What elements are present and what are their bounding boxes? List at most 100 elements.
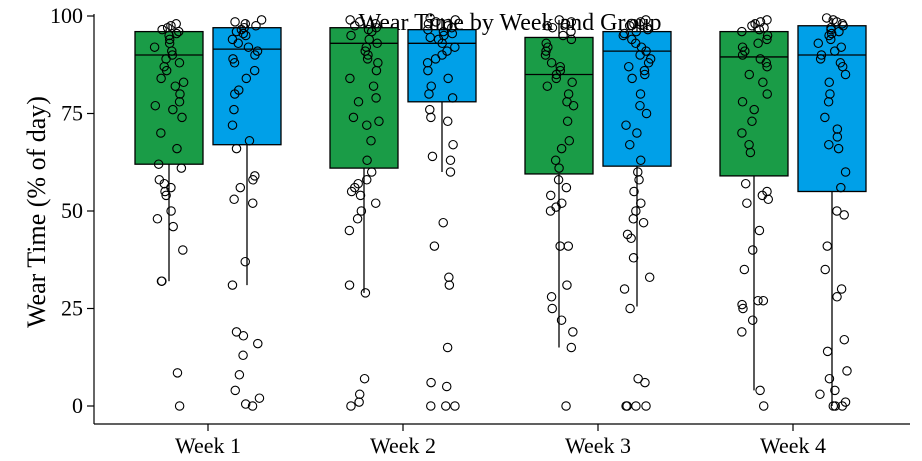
data-point	[348, 112, 359, 123]
data-point	[568, 100, 579, 111]
data-point	[551, 73, 562, 84]
data-point	[553, 175, 564, 185]
box-body	[602, 30, 672, 167]
data-point	[815, 54, 826, 64]
data-point	[627, 73, 637, 84]
data-point	[635, 100, 645, 111]
data-point	[346, 186, 357, 197]
data-point	[566, 342, 577, 353]
data-point	[362, 155, 372, 166]
data-point	[749, 104, 759, 115]
data-point	[747, 20, 757, 31]
data-point	[354, 389, 365, 400]
data-point	[254, 393, 265, 403]
data-point	[240, 256, 250, 267]
data-point	[253, 338, 263, 349]
data-point	[567, 77, 577, 88]
data-point	[546, 292, 557, 302]
data-point	[758, 295, 769, 306]
data-point	[542, 81, 553, 91]
data-point	[740, 178, 751, 189]
data-point	[545, 190, 556, 201]
data-point	[366, 136, 376, 146]
data-point	[345, 73, 355, 84]
data-point	[832, 292, 842, 302]
data-point	[556, 315, 567, 325]
data-point	[546, 58, 557, 68]
x-tick-label: Week 2	[370, 433, 436, 458]
data-point	[830, 385, 840, 396]
data-point	[448, 139, 458, 150]
data-point	[344, 280, 355, 290]
data-point	[423, 65, 433, 76]
data-point	[157, 24, 167, 35]
data-point	[640, 69, 650, 80]
data-point	[243, 42, 254, 52]
data-point	[562, 280, 572, 290]
data-point	[156, 73, 166, 84]
data-point	[562, 116, 573, 127]
data-point	[370, 198, 381, 208]
data-point	[248, 175, 258, 185]
data-point	[437, 38, 447, 49]
data-point	[823, 97, 834, 107]
data-point	[754, 24, 765, 35]
data-point	[366, 167, 377, 177]
data-point	[558, 30, 568, 41]
data-point	[164, 34, 175, 45]
data-point	[755, 385, 765, 396]
data-point	[568, 327, 578, 337]
data-point	[371, 65, 382, 76]
data-point	[639, 65, 650, 76]
data-point	[737, 128, 747, 138]
data-point	[836, 182, 846, 193]
data-point	[164, 30, 174, 41]
data-point	[354, 397, 364, 407]
data-point	[251, 20, 261, 31]
data-point	[229, 104, 239, 115]
data-point	[441, 381, 452, 392]
data-point	[618, 30, 629, 41]
data-point	[171, 19, 181, 29]
data-point	[174, 97, 185, 107]
data-point	[450, 401, 460, 411]
data-point	[628, 253, 639, 263]
data-point	[360, 288, 371, 298]
data-point	[828, 401, 839, 411]
data-point	[241, 30, 251, 41]
data-point	[763, 194, 774, 205]
data-point	[424, 89, 434, 99]
y-tick-label: 50	[61, 198, 83, 223]
data-point	[178, 77, 189, 88]
box-body	[134, 30, 204, 165]
data-point	[634, 175, 644, 185]
data-point	[821, 13, 832, 23]
data-point	[742, 198, 752, 208]
data-point	[626, 233, 636, 244]
data-point	[431, 17, 441, 27]
data-point	[350, 20, 360, 31]
data-point	[540, 50, 551, 60]
data-point	[824, 139, 834, 150]
data-point	[631, 26, 642, 37]
data-point	[168, 221, 178, 232]
data-point	[631, 206, 641, 216]
data-point	[177, 112, 187, 123]
data-point	[737, 50, 748, 60]
data-point	[832, 206, 842, 216]
box-body	[329, 27, 399, 169]
data-point	[167, 46, 177, 56]
data-point	[352, 214, 363, 224]
data-point	[628, 214, 639, 224]
data-point	[566, 17, 577, 27]
data-point	[149, 42, 160, 52]
data-point	[168, 104, 178, 115]
data-point	[560, 19, 571, 29]
data-point	[842, 366, 852, 376]
data-point	[744, 69, 755, 80]
data-point	[813, 38, 824, 49]
data-point	[638, 217, 649, 228]
x-tick-label: Week 4	[760, 433, 826, 458]
data-point	[762, 30, 773, 41]
